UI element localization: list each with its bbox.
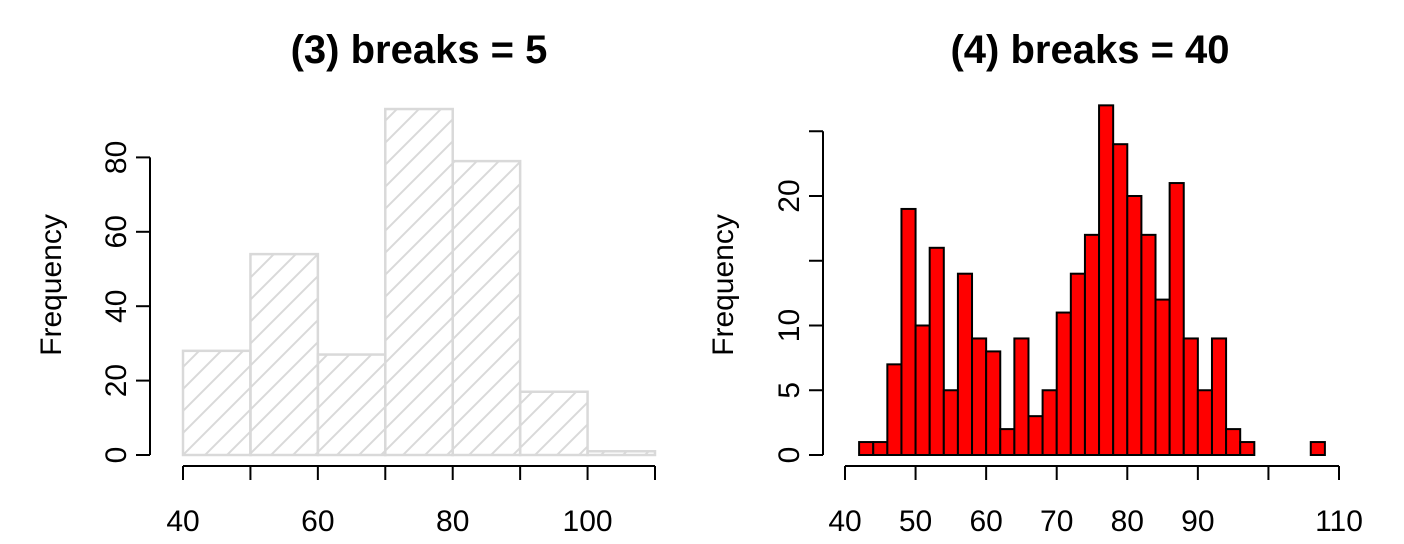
- histogram-bar: [1126, 195, 1143, 456]
- x-tick-label: 80: [436, 505, 469, 538]
- x-tick-label: 40: [166, 505, 199, 538]
- histogram-bar: [1225, 428, 1242, 457]
- x-tick-label: 70: [1040, 505, 1073, 538]
- histogram-bar: [999, 428, 1016, 457]
- histogram-bar: [1196, 389, 1213, 456]
- histogram-bar: [451, 159, 522, 457]
- histogram-bar: [985, 350, 1002, 456]
- y-tick-label: 20: [100, 364, 133, 397]
- x-tick-label: 90: [1181, 505, 1214, 538]
- histogram-bar: [971, 337, 988, 457]
- y-axis: 0 20 40 60 80: [100, 141, 151, 464]
- y-tick-label: 40: [100, 290, 133, 323]
- x-tick-label: 60: [969, 505, 1002, 538]
- histogram-bar: [872, 441, 889, 456]
- y-axis: 0 5 10 20: [773, 130, 824, 464]
- y-tick-label: 60: [100, 215, 133, 248]
- y-tick-label: 0: [100, 447, 133, 464]
- histogram-bar: [518, 390, 589, 457]
- histogram-bar: [249, 252, 320, 457]
- histogram-bar: [1055, 311, 1072, 456]
- x-tick-label: 100: [563, 505, 613, 538]
- y-tick-label: 0: [773, 447, 806, 464]
- histogram-bar: [1013, 337, 1030, 457]
- y-tick-label: 5: [773, 382, 806, 399]
- histogram-panel-breaks-5: (3) breaks = 5 Frequency 40 60 80 100 0 20 40…: [35, 28, 657, 538]
- histogram-bar: [1041, 389, 1058, 456]
- y-tick-label: 80: [100, 141, 133, 174]
- histogram-bar: [942, 389, 959, 456]
- histogram-bar: [181, 349, 252, 457]
- x-tick-label: 80: [1111, 505, 1144, 538]
- histogram-panel-breaks-40: (4) breaks = 40 Frequency 40 50 60 70 80 90 11…: [707, 28, 1363, 538]
- chart-title: (3) breaks = 5: [291, 28, 548, 72]
- x-tick-label: 40: [828, 505, 861, 538]
- bars: [181, 107, 657, 457]
- histogram-bar: [1098, 104, 1115, 456]
- y-axis-label: Frequency: [707, 214, 740, 356]
- chart-title: (4) breaks = 40: [950, 28, 1229, 72]
- histogram-bar: [1182, 337, 1199, 457]
- y-tick-label: 20: [773, 179, 806, 212]
- histogram-bar: [384, 107, 454, 457]
- histogram-bar: [900, 207, 917, 456]
- x-tick-label: 110: [1315, 505, 1363, 538]
- histogram-bar: [1027, 415, 1044, 456]
- histogram-bar: [1309, 441, 1326, 456]
- histogram-bar: [914, 324, 931, 456]
- histogram-bar: [928, 246, 945, 456]
- bars: [858, 104, 1326, 457]
- histogram-bar: [1168, 182, 1185, 457]
- histogram-bar: [1069, 272, 1086, 457]
- histogram-bar: [1210, 337, 1228, 457]
- x-axis: 40 50 60 70 80 90 110: [828, 465, 1363, 538]
- histogram-bar: [586, 450, 657, 457]
- histogram-bar: [1083, 233, 1101, 456]
- histogram-bar: [1112, 143, 1129, 456]
- y-tick-label: 10: [773, 309, 806, 342]
- x-tick-label: 60: [301, 505, 334, 538]
- x-tick-label: 50: [899, 505, 932, 538]
- x-axis: 40 60 80 100: [166, 465, 656, 538]
- y-axis-label: Frequency: [35, 214, 68, 356]
- histogram-bar: [956, 272, 974, 457]
- histogram-bar: [1239, 441, 1256, 456]
- histogram-bar: [1154, 298, 1171, 456]
- histogram-bar: [886, 363, 903, 457]
- histogram-bar: [858, 441, 875, 456]
- histogram-bar: [1140, 233, 1157, 456]
- histogram-bar: [316, 353, 387, 457]
